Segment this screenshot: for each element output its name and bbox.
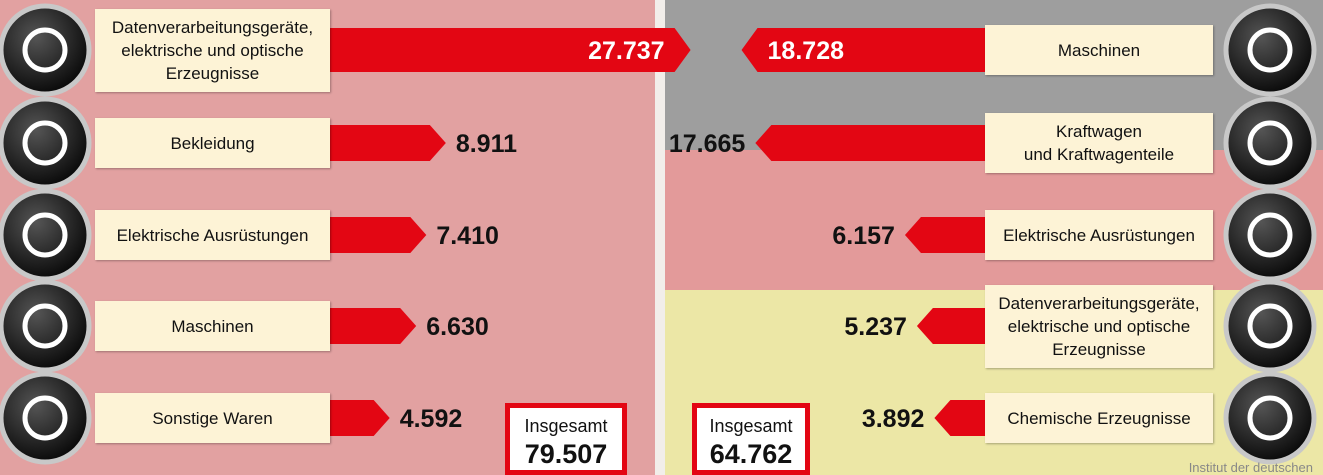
bar (330, 28, 691, 72)
icon-glyph (1247, 303, 1293, 349)
bar (904, 217, 985, 253)
icon-glyph (22, 27, 68, 73)
icon (0, 96, 92, 190)
bar (330, 217, 427, 253)
bar (330, 400, 390, 436)
value-label: 5.237 (844, 313, 907, 341)
icon-glyph (1247, 27, 1293, 73)
icon (1223, 188, 1317, 282)
total-label: Insgesamt (524, 416, 608, 436)
category-label: Chemische Erzeugnisse (985, 393, 1213, 443)
value-label: 6.157 (832, 222, 895, 250)
category-label: Maschinen (95, 301, 330, 351)
icon (0, 3, 92, 97)
bar (934, 400, 985, 436)
bar (330, 125, 446, 161)
value-label: 7.410 (436, 222, 499, 250)
category-label: Datenverarbeitungsgeräte, elektrische un… (985, 284, 1213, 368)
bar (330, 308, 417, 344)
icon-glyph (22, 120, 68, 166)
category-label: Sonstige Waren (95, 393, 330, 443)
icon-glyph (1247, 212, 1293, 258)
icon-glyph (22, 303, 68, 349)
total-value: 79.507 (524, 439, 608, 469)
value-label: 18.728 (768, 37, 845, 65)
icon-glyph (1247, 395, 1293, 441)
icon (0, 188, 92, 282)
value-label: 8.911 (456, 130, 517, 158)
total-box: Insgesamt 64.762 (692, 403, 810, 475)
category-label: Maschinen (985, 25, 1213, 75)
value-label: 17.665 (669, 130, 746, 158)
category-label: Kraftwagen und Kraftwagenteile (985, 113, 1213, 173)
icon (0, 371, 92, 465)
bar (916, 308, 985, 344)
icon (1223, 279, 1317, 373)
bar (741, 28, 985, 72)
divider (655, 0, 665, 475)
icon-glyph (22, 395, 68, 441)
category-label: Elektrische Ausrüstungen (95, 210, 330, 260)
source: Institut der deutschen (1188, 460, 1313, 475)
category-label: Elektrische Ausrüstungen (985, 210, 1213, 260)
bar (755, 125, 985, 161)
total-value: 64.762 (709, 439, 793, 469)
value-label: 3.892 (862, 405, 925, 433)
value-label: 4.592 (400, 405, 463, 433)
category-label: Bekleidung (95, 118, 330, 168)
icon (0, 279, 92, 373)
icon-glyph (22, 212, 68, 258)
total-box: Insgesamt 79.507 (505, 403, 627, 475)
icon-glyph (1247, 120, 1293, 166)
value-label: 27.737 (588, 37, 664, 65)
icon (1223, 3, 1317, 97)
total-label: Insgesamt (709, 416, 793, 436)
value-label: 6.630 (426, 313, 489, 341)
icon (1223, 96, 1317, 190)
category-label: Datenverarbeitungsgeräte, elektrische un… (95, 8, 330, 92)
icon (1223, 371, 1317, 465)
